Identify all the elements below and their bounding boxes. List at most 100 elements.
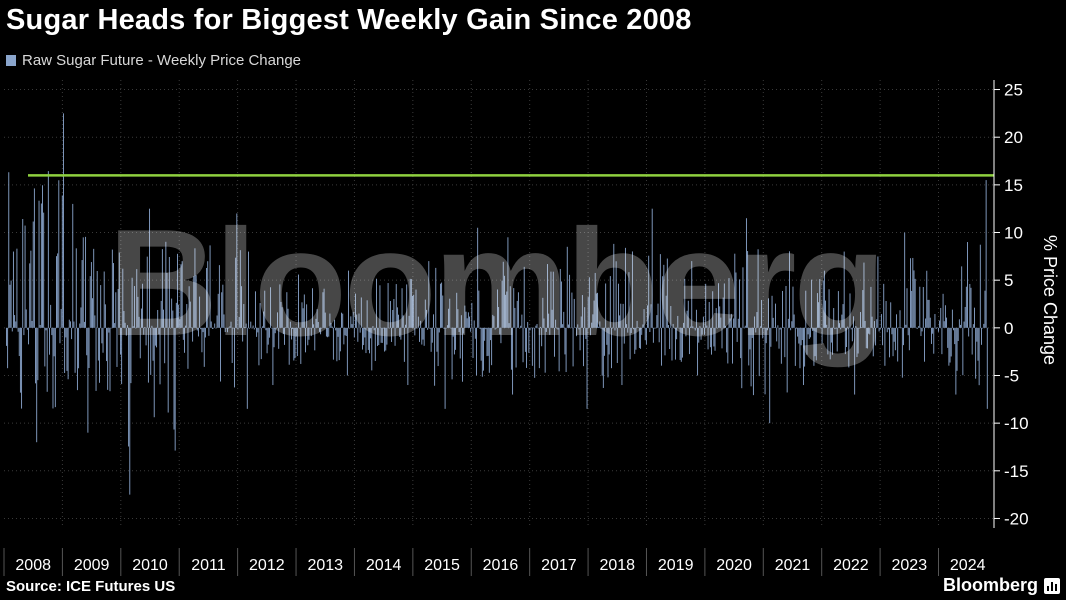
bar <box>865 327 867 349</box>
bar <box>912 257 914 328</box>
bar <box>170 327 171 329</box>
bar <box>318 327 320 332</box>
bar <box>905 324 907 328</box>
bar <box>571 292 573 328</box>
bar <box>244 326 246 328</box>
bar <box>186 304 188 328</box>
bar <box>49 327 50 355</box>
bar <box>199 296 201 328</box>
bar <box>793 314 795 328</box>
bar <box>574 327 576 329</box>
bar <box>965 286 967 328</box>
bar <box>93 248 95 328</box>
bar <box>925 318 927 328</box>
bar <box>263 311 265 328</box>
bar <box>958 319 960 328</box>
bar <box>920 327 922 337</box>
bar <box>107 327 109 390</box>
bar <box>811 279 813 328</box>
bar <box>509 286 511 328</box>
bar <box>898 327 900 328</box>
bar <box>433 314 434 328</box>
bar <box>493 316 495 328</box>
bar <box>268 327 270 338</box>
bar <box>222 284 224 328</box>
bar <box>627 327 629 333</box>
bar <box>712 291 714 328</box>
bar <box>780 327 782 364</box>
bar <box>826 324 828 328</box>
bar <box>320 327 322 335</box>
bar <box>956 327 958 371</box>
bar <box>761 299 763 328</box>
bar <box>705 283 707 328</box>
bar <box>929 317 931 328</box>
bar <box>117 289 119 328</box>
bar <box>188 286 190 328</box>
bar <box>946 317 948 328</box>
bar <box>382 327 384 329</box>
bar <box>243 304 245 328</box>
bar <box>179 319 181 328</box>
bar <box>942 293 944 328</box>
bar <box>618 283 619 328</box>
bar <box>214 323 216 328</box>
bar <box>348 270 349 328</box>
bar <box>668 325 669 328</box>
bar <box>47 171 49 328</box>
bar <box>880 314 882 328</box>
bar <box>145 327 147 346</box>
bar <box>678 327 680 329</box>
bar <box>576 327 578 337</box>
bar <box>585 327 587 339</box>
bar <box>87 327 89 433</box>
bar <box>67 327 69 380</box>
bar <box>622 303 624 328</box>
bar <box>501 280 503 328</box>
bar <box>426 309 427 328</box>
x-tick-label: 2009 <box>74 557 110 574</box>
bar <box>337 327 339 337</box>
bar <box>473 320 475 328</box>
bar <box>563 311 565 328</box>
bar <box>846 327 847 348</box>
bar <box>676 327 678 340</box>
bar <box>665 295 667 328</box>
bar <box>889 327 891 358</box>
bar <box>370 327 372 339</box>
bar <box>95 327 97 391</box>
bar <box>862 290 864 328</box>
bar <box>403 327 405 362</box>
bar <box>605 283 607 328</box>
source-note: Source: ICE Futures US <box>6 578 176 595</box>
bar <box>777 325 779 328</box>
bar <box>392 309 394 328</box>
bar <box>981 327 982 345</box>
bar <box>21 327 23 409</box>
bar <box>192 327 194 342</box>
bar <box>45 327 47 331</box>
bar <box>331 326 333 328</box>
bar <box>843 251 845 328</box>
bar <box>560 281 562 328</box>
legend-label: Raw Sugar Future - Weekly Price Change <box>22 52 302 69</box>
bar <box>22 219 24 328</box>
bar <box>557 327 559 330</box>
bar <box>527 321 529 328</box>
y-tick-label: 0 <box>1004 319 1013 338</box>
bar <box>313 324 315 328</box>
bar <box>303 294 305 328</box>
bar <box>209 245 211 328</box>
bar <box>708 301 710 328</box>
bar <box>790 327 792 331</box>
bar <box>691 261 693 328</box>
bar <box>500 327 502 344</box>
legend-swatch <box>6 55 16 66</box>
bar <box>163 309 164 328</box>
bar <box>167 327 169 413</box>
bar <box>152 327 154 361</box>
bar <box>156 327 157 348</box>
bar <box>844 327 846 355</box>
bar <box>769 327 771 424</box>
bar <box>258 327 260 366</box>
